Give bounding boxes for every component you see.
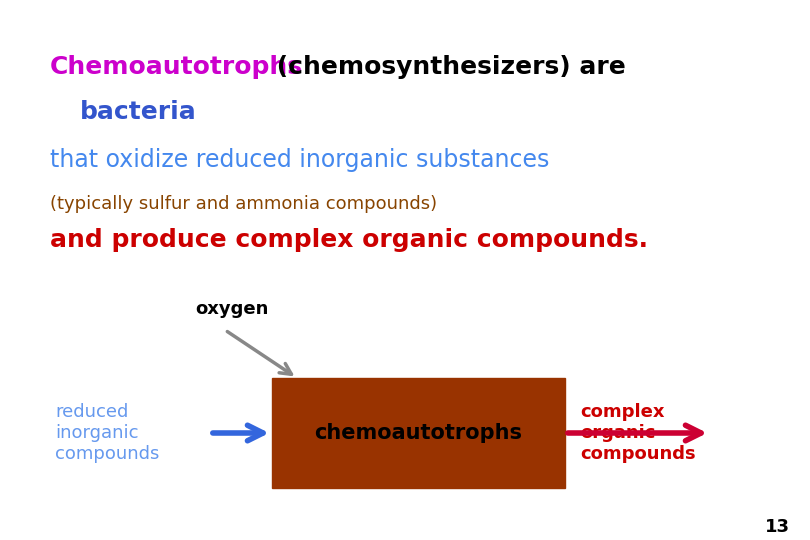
Text: oxygen: oxygen (195, 300, 268, 318)
Text: (chemosynthesizers) are: (chemosynthesizers) are (268, 55, 626, 79)
Text: (typically sulfur and ammonia compounds): (typically sulfur and ammonia compounds) (50, 195, 437, 213)
Text: reduced
inorganic
compounds: reduced inorganic compounds (55, 403, 160, 463)
Text: chemoautotrophs: chemoautotrophs (314, 423, 522, 443)
Text: Chemoautotrophs: Chemoautotrophs (50, 55, 303, 79)
Text: 13: 13 (765, 518, 790, 536)
Text: complex
organic
compounds: complex organic compounds (580, 403, 696, 463)
Text: that oxidize reduced inorganic substances: that oxidize reduced inorganic substance… (50, 148, 549, 172)
Text: bacteria: bacteria (80, 100, 197, 124)
Bar (272, 378, 565, 488)
Text: and produce complex organic compounds.: and produce complex organic compounds. (50, 228, 648, 252)
